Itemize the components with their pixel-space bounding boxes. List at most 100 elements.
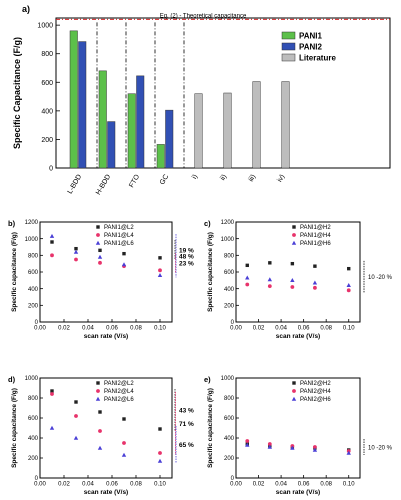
x-tick-label: 0.08 — [320, 326, 332, 332]
legend-marker — [95, 240, 101, 245]
x-axis-label: scan rate (V/s) — [276, 489, 320, 496]
point-pani2-h6 — [290, 445, 295, 450]
y-tick-label: 200 — [224, 304, 235, 310]
y-tick-label: 600 — [28, 270, 39, 276]
point-pani1-l6 — [97, 254, 103, 259]
y-axis-label-a: Specific Capacitance (F/g) — [12, 37, 22, 149]
retention-annotation: 10 -20 % — [368, 275, 393, 281]
x-tick-label: 0.04 — [275, 482, 287, 488]
legend-entry: PANI2@H2 — [300, 381, 331, 387]
legend-entry: PANI2@H4 — [300, 389, 331, 395]
legend-entry: PANI2@H6 — [300, 397, 331, 403]
legend-entry: PANI1 — [299, 32, 323, 41]
point-pani1-h6 — [312, 280, 318, 285]
panel-c-chart: c) 0 200 400 600 800 1000 1200 0.00 0.02 0.04 0.06 0… — [204, 219, 393, 340]
y-tick-label: 1000 — [221, 376, 235, 382]
x-category-label: GC — [159, 174, 170, 187]
point-pani1-h6 — [267, 277, 273, 282]
point-pani1-l4 — [50, 253, 54, 258]
y-tick-label: 800 — [41, 51, 53, 58]
retention-annotation: 23 % — [179, 260, 194, 267]
point-pani2-l6 — [97, 445, 103, 450]
legend-swatch — [281, 31, 296, 40]
x-tick-label: 0.06 — [106, 326, 118, 332]
point-pani2-h6 — [245, 442, 250, 447]
point-pani2-h6 — [346, 450, 351, 455]
y-tick-label: 0 — [231, 320, 235, 326]
x-tick-label: 0.02 — [253, 482, 265, 488]
point-pani1-h2 — [313, 264, 317, 268]
plot-frame-a — [55, 17, 391, 169]
x-tick-label: 0.06 — [298, 482, 310, 488]
bar-pani2-hbdd — [107, 121, 116, 169]
plot-frame — [39, 377, 173, 479]
legend-marker — [292, 233, 296, 237]
legend-entry: PANI1@L2 — [104, 225, 134, 231]
y-axis-label: Specific capacitance (F/g) — [207, 232, 214, 312]
point-pani1-l2 — [74, 246, 78, 251]
x-tick-label: 0.04 — [275, 326, 287, 332]
y-tick-label: 200 — [28, 456, 39, 462]
plot-frame — [235, 377, 361, 479]
point-pani1-l4 — [158, 268, 162, 273]
point-pani1-l2 — [158, 256, 162, 260]
point-pani1-h6 — [290, 278, 295, 283]
point-pani1-h6 — [245, 275, 250, 280]
panel-label: b) — [8, 219, 16, 228]
y-tick-label: 1000 — [37, 23, 53, 30]
point-pani2-l4 — [74, 414, 78, 418]
point-pani2-h6 — [312, 447, 318, 452]
legend-entry: PANI2@L2 — [104, 381, 134, 387]
retention-annotation: 10 -20 % — [368, 446, 393, 452]
retention-annotation: 43 % — [179, 408, 194, 415]
legend-entry: PANI1@H2 — [300, 225, 331, 231]
y-tick-label: 600 — [224, 416, 235, 422]
retention-annotation: 48 % — [179, 253, 194, 260]
retention-annotation: 71 % — [179, 421, 194, 428]
point-pani1-h6 — [346, 283, 351, 288]
x-tick-label: 0.06 — [298, 326, 310, 332]
x-tick-label: 0.00 — [34, 482, 46, 488]
legend-entry: PANI2@L4 — [104, 389, 134, 395]
legend-marker — [292, 225, 296, 229]
point-pani1-l6 — [157, 273, 163, 278]
bar-literature-i — [194, 93, 203, 169]
bar-pani1-hbdd — [98, 70, 107, 169]
bar-pani2-gc — [165, 109, 174, 169]
x-tick-label: 0.10 — [343, 482, 355, 488]
point-pani2-h4 — [313, 445, 317, 449]
legend-entry: PANI2 — [299, 43, 323, 52]
y-tick-label: 800 — [28, 396, 39, 402]
x-axis-label: scan rate (V/s) — [276, 333, 320, 340]
point-pani1-h4 — [346, 288, 351, 293]
panel-e-chart: e) 0 200 400 600 800 1000 0.00 0.02 0.04 0.06 0.08 0… — [204, 375, 393, 496]
panel-d-chart: d) 0 200 400 600 800 1000 0.00 0.02 0.04 0.06 0.08 0… — [8, 375, 194, 496]
y-tick-label: 0 — [35, 476, 39, 482]
legend-swatch — [281, 53, 296, 62]
point-pani1-h2 — [347, 266, 351, 271]
x-category-label: iii) — [248, 174, 258, 184]
legend-marker — [95, 396, 101, 401]
point-pani1-l4 — [74, 257, 78, 262]
x-tick-label: 0.00 — [230, 482, 242, 488]
y-tick-label: 400 — [41, 108, 53, 115]
point-pani1-h4 — [245, 282, 250, 287]
y-tick-label: 400 — [224, 436, 235, 442]
legend-marker — [96, 225, 100, 229]
legend-entry: PANI1@L6 — [104, 241, 134, 247]
point-pani2-h4 — [245, 439, 250, 443]
point-pani1-l6 — [49, 233, 55, 238]
y-tick-label: 200 — [28, 304, 39, 310]
retention-annotation: 65 % — [179, 442, 194, 449]
y-tick-label: 400 — [224, 287, 235, 293]
x-tick-label: 0.06 — [106, 482, 118, 488]
point-pani1-h4 — [290, 285, 295, 289]
point-pani1-h2 — [245, 263, 249, 268]
legend-entry: PANI1@H4 — [300, 233, 331, 239]
legend-entry: PANI2@L6 — [104, 397, 134, 403]
x-tick-label: 0.04 — [82, 326, 94, 332]
x-tick-label: 0.08 — [320, 482, 332, 488]
x-category-label: i) — [191, 174, 199, 181]
x-category-label: iv) — [276, 174, 286, 184]
